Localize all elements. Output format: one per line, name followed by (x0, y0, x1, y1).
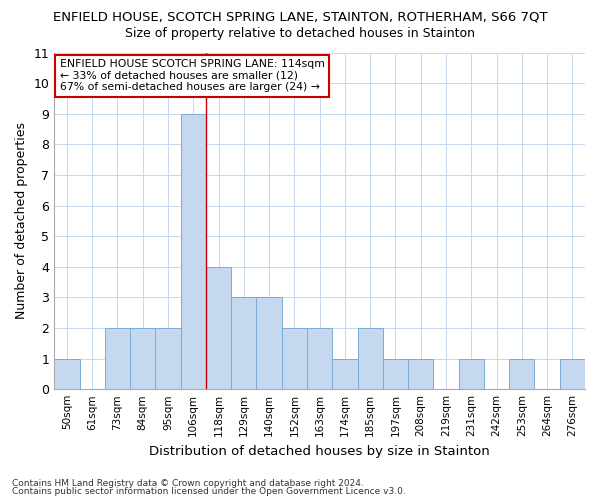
Text: ENFIELD HOUSE, SCOTCH SPRING LANE, STAINTON, ROTHERHAM, S66 7QT: ENFIELD HOUSE, SCOTCH SPRING LANE, STAIN… (53, 10, 547, 23)
Y-axis label: Number of detached properties: Number of detached properties (15, 122, 28, 320)
Bar (282, 328, 307, 389)
Bar (383, 358, 408, 389)
Bar (256, 298, 282, 389)
Text: Size of property relative to detached houses in Stainton: Size of property relative to detached ho… (125, 28, 475, 40)
Bar (358, 328, 383, 389)
Bar (181, 114, 206, 389)
Bar (54, 358, 80, 389)
Bar (458, 358, 484, 389)
Bar (105, 328, 130, 389)
X-axis label: Distribution of detached houses by size in Stainton: Distribution of detached houses by size … (149, 444, 490, 458)
Bar (307, 328, 332, 389)
Bar (408, 358, 433, 389)
Text: Contains HM Land Registry data © Crown copyright and database right 2024.: Contains HM Land Registry data © Crown c… (12, 478, 364, 488)
Bar (231, 298, 256, 389)
Bar (130, 328, 155, 389)
Bar (155, 328, 181, 389)
Bar (206, 267, 231, 389)
Text: ENFIELD HOUSE SCOTCH SPRING LANE: 114sqm
← 33% of detached houses are smaller (1: ENFIELD HOUSE SCOTCH SPRING LANE: 114sqm… (59, 59, 325, 92)
Bar (509, 358, 535, 389)
Bar (332, 358, 358, 389)
Text: Contains public sector information licensed under the Open Government Licence v3: Contains public sector information licen… (12, 487, 406, 496)
Bar (560, 358, 585, 389)
